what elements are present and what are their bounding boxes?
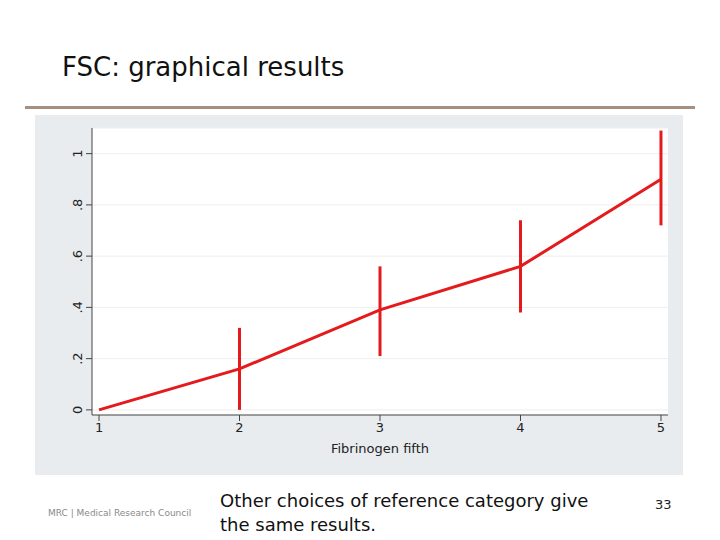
svg-text:3: 3 bbox=[376, 420, 384, 435]
svg-text:2: 2 bbox=[235, 420, 243, 435]
svg-text:.6: .6 bbox=[70, 250, 85, 262]
html-text:FSC: graphical results: FSC: graphical results bbox=[62, 52, 345, 82]
html-text:MRC | Medical Research Council: MRC | Medical Research Council bbox=[48, 508, 192, 518]
svg-text:.8: .8 bbox=[70, 199, 85, 211]
svg-text:Fibrinogen fifth: Fibrinogen fifth bbox=[331, 441, 429, 456]
svg-text:1: 1 bbox=[95, 420, 103, 435]
svg-text:5: 5 bbox=[657, 420, 665, 435]
html-text:33: 33 bbox=[655, 497, 672, 512]
html-text:Other choices of reference cat: Other choices of reference category give… bbox=[220, 490, 589, 535]
svg-text:4: 4 bbox=[516, 420, 524, 435]
svg-text:1: 1 bbox=[70, 149, 85, 157]
svg-text:0: 0 bbox=[70, 406, 85, 414]
svg-text:.2: .2 bbox=[70, 352, 85, 364]
svg-text:.4: .4 bbox=[70, 301, 85, 313]
